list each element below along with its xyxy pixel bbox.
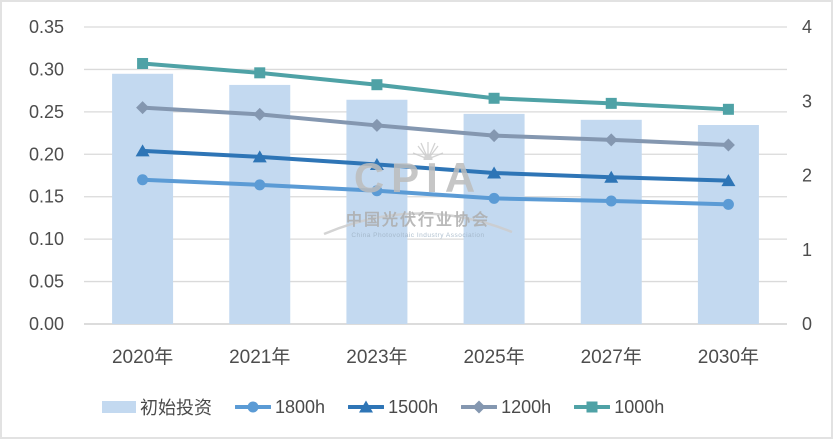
legend-label: 1200h <box>501 396 552 417</box>
line-square-swatch-icon <box>574 401 611 413</box>
x-axis-category-label: 2020年 <box>112 346 173 368</box>
left-axis-tick-label: 0.35 <box>29 17 64 37</box>
watermark-english-name: China Photovoltaic Industry Association <box>351 232 485 239</box>
left-axis-tick-label: 0.25 <box>29 102 64 122</box>
watermark-arc <box>323 212 513 236</box>
bar-initial-investment <box>697 125 759 324</box>
right-axis-tick-label: 1 <box>802 240 812 260</box>
bar-initial-investment <box>229 84 291 324</box>
legend-label: 1500h <box>388 396 439 417</box>
chart-legend: 初始投资 1800h 1500h 1200h 1000h <box>102 394 664 420</box>
cpia-watermark: CPIA 中国光伏行业协会 China Photovoltaic Industr… <box>323 140 513 239</box>
right-axis-tick-label: 4 <box>802 17 812 37</box>
bar-swatch-icon <box>102 401 136 413</box>
x-axis-category-label: 2023年 <box>346 346 407 368</box>
left-axis-tick-label: 0.20 <box>29 144 64 164</box>
x-axis-category-label: 2030年 <box>698 346 759 368</box>
legend-item-1800h: 1800h <box>235 397 325 418</box>
legend-label: 初始投资 <box>140 398 212 418</box>
legend-item-1000h: 1000h <box>574 397 664 418</box>
legend-item-1500h: 1500h <box>348 397 438 418</box>
right-axis-tick-label: 2 <box>802 166 812 186</box>
legend-label: 1800h <box>275 396 326 417</box>
left-axis-tick-label: 0.10 <box>29 229 64 249</box>
bar-initial-investment <box>580 119 642 324</box>
left-axis-tick-label: 0.30 <box>29 59 64 79</box>
line-triangle-swatch-icon <box>348 400 385 413</box>
line-circle-swatch-icon <box>235 401 271 413</box>
legend-item-initial-investment: 初始投资 <box>102 394 212 420</box>
x-axis-category-label: 2025年 <box>463 346 524 368</box>
right-axis-tick-label: 3 <box>802 91 812 111</box>
left-axis-tick-label: 0.05 <box>29 272 64 292</box>
x-axis-category-label: 2027年 <box>581 346 642 368</box>
bar-initial-investment <box>112 73 174 324</box>
line-diamond-swatch-icon <box>461 400 498 414</box>
x-axis-category-label: 2021年 <box>229 346 290 368</box>
left-axis-tick-label: 0.15 <box>29 187 64 207</box>
left-axis-tick-label: 0.00 <box>29 314 64 334</box>
legend-item-1200h: 1200h <box>461 397 551 418</box>
legend-label: 1000h <box>614 396 665 417</box>
right-axis-tick-label: 0 <box>802 314 812 334</box>
watermark-chinese-name: 中国光伏行业协会 <box>345 212 490 229</box>
